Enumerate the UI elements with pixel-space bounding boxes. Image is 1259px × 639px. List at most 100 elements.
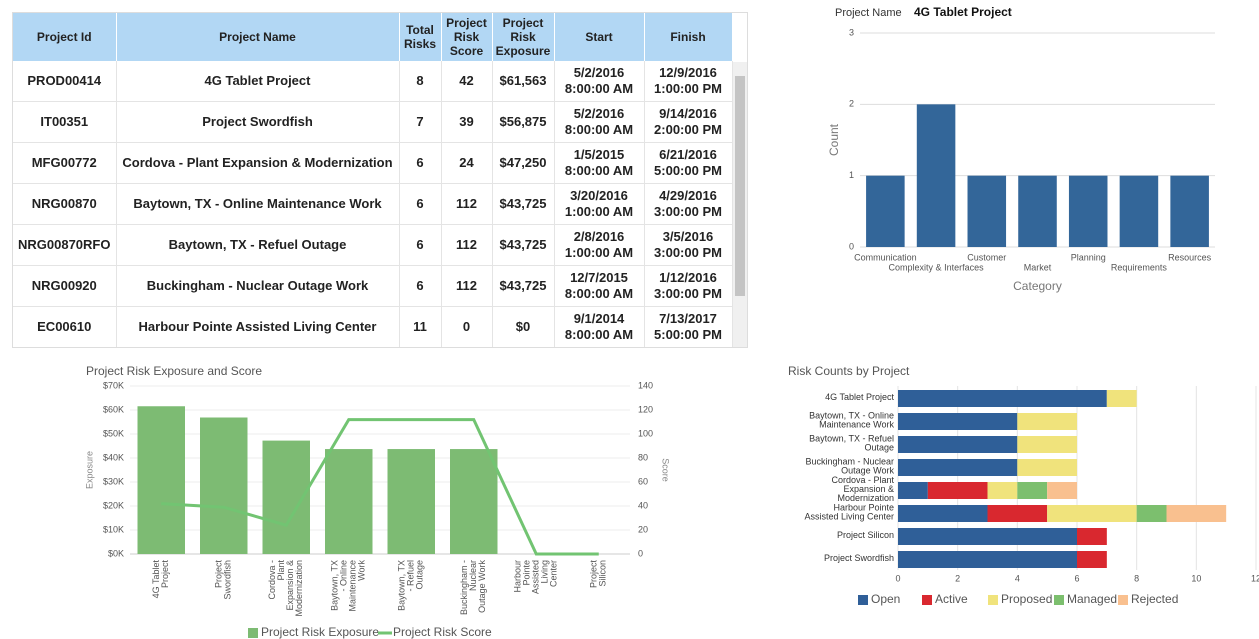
table-row: NRG00870RFO Baytown, TX - Refuel Outage 6 1…: [13, 224, 733, 266]
table-body: PROD00414 4G Tablet Project 8 42 $61,563 5/2/…: [13, 61, 733, 347]
column-header: Finish: [644, 13, 733, 61]
x-tick-label: 6: [1074, 573, 1079, 583]
y-tick-label: 2: [849, 99, 854, 109]
line: [161, 418, 599, 556]
table-cell: 8: [399, 61, 442, 102]
x-axis-label: Category: [1013, 279, 1062, 293]
table-cell: 9/1/2014 8:00:00 AM: [554, 306, 645, 347]
scrollbar[interactable]: [733, 62, 747, 347]
y-tick-label: Cordova - Plant Expansion & Modernization: [831, 475, 894, 503]
y-tick-label: $40K: [103, 452, 124, 462]
bar-segment: [1166, 505, 1227, 522]
table-cell: $0: [492, 306, 555, 347]
y-axis-label: Count: [827, 123, 841, 156]
bar-segment: [1017, 482, 1048, 499]
table-cell: Cordova - Plant Expansion & Modernizatio…: [116, 142, 400, 184]
y-tick-label: Buckingham - Nuclear Outage Work: [805, 457, 894, 476]
legend-label: Active: [935, 592, 968, 606]
table-cell: Buckingham - Nuclear Outage Work: [116, 265, 400, 307]
y2-tick-label: 100: [638, 428, 653, 438]
y2-tick-label: 40: [638, 500, 648, 510]
y2-tick-label: 0: [638, 548, 643, 558]
table-cell: 1/12/2016 3:00:00 PM: [644, 265, 733, 307]
y-tick-label: $10K: [103, 524, 124, 534]
table-cell: NRG00870: [13, 183, 117, 225]
x-tick-label: Baytown, TX- RefuelOutage: [397, 560, 425, 611]
y2-axis-label: Score: [661, 458, 671, 482]
table-cell: 7: [399, 101, 442, 143]
legend-swatch: [1054, 595, 1064, 605]
table-cell: 3/5/2016 3:00:00 PM: [644, 224, 733, 266]
y-tick-label: 4G Tablet Project: [825, 392, 894, 402]
table-cell: 4G Tablet Project: [116, 61, 400, 102]
table-cell: 4/29/2016 3:00:00 PM: [644, 183, 733, 225]
x-tick-label: 0: [895, 573, 900, 583]
legend-label: Proposed: [1001, 592, 1052, 606]
column-header: Project Risk Score: [441, 13, 493, 61]
table-cell: 6: [399, 142, 442, 184]
legend-swatch: [922, 595, 932, 605]
table-cell: $43,725: [492, 224, 555, 266]
x-tick-label: Customer: [967, 252, 1006, 262]
y-tick-label: $60K: [103, 404, 124, 414]
table-cell: 112: [441, 183, 493, 225]
y-tick-label: $70K: [103, 380, 124, 390]
x-tick-label: 2: [955, 573, 960, 583]
table-cell: 7/13/2017 5:00:00 PM: [644, 306, 733, 347]
table-cell: $43,725: [492, 265, 555, 307]
table-cell: 39: [441, 101, 493, 143]
table-cell: Baytown, TX - Refuel Outage: [116, 224, 400, 266]
table-cell: 5/2/2016 8:00:00 AM: [554, 61, 645, 102]
bar-segment: [1047, 505, 1137, 522]
x-tick-label: Resources: [1168, 252, 1212, 262]
legend-label: Project Risk Score: [393, 625, 492, 639]
legend-swatch: [1118, 595, 1128, 605]
header-row: Project Id Project Name Total Risks Project…: [13, 13, 733, 61]
table-cell: 2/8/2016 1:00:00 AM: [554, 224, 645, 266]
table-cell: 6: [399, 224, 442, 266]
bar: [1018, 175, 1057, 247]
table-cell: NRG00870RFO: [13, 224, 117, 266]
x-tick-label: ProjectSilicon: [589, 560, 608, 589]
table-cell: NRG00920: [13, 265, 117, 307]
table-cell: 12/9/2016 1:00:00 PM: [644, 61, 733, 102]
y-tick-label: Harbour Pointe Assisted Living Center: [804, 503, 894, 522]
y-tick-label: $20K: [103, 500, 124, 510]
table-cell: 1/5/2015 8:00:00 AM: [554, 142, 645, 184]
y2-tick-label: 120: [638, 404, 653, 414]
column-header: Total Risks: [399, 13, 442, 61]
bar-segment: [898, 390, 1107, 407]
table-cell: 6: [399, 183, 442, 225]
table-cell: PROD00414: [13, 61, 117, 102]
table-row: IT00351 Project Swordfish 7 39 $56,875 5/2/20…: [13, 101, 733, 143]
table-cell: 42: [441, 61, 493, 102]
x-tick-label: 10: [1191, 573, 1201, 583]
table-cell: IT00351: [13, 101, 117, 143]
project-table: Project Id Project Name Total Risks Project…: [12, 12, 748, 348]
bar: [1170, 175, 1209, 247]
legend-label: Rejected: [1131, 592, 1178, 606]
x-tick-label: 8: [1134, 573, 1139, 583]
x-tick-label: Baytown, TX- OnlineMaintenanceWork: [330, 560, 367, 612]
bar: [916, 104, 956, 247]
table-cell: Harbour Pointe Assisted Living Center: [116, 306, 400, 347]
bar-segment: [898, 459, 1018, 476]
y2-tick-label: 20: [638, 524, 648, 534]
table-cell: 12/7/2015 8:00:00 AM: [554, 265, 645, 307]
y-tick-label: 1: [849, 170, 854, 180]
y-tick-label: 0: [849, 241, 854, 251]
scroll-thumb[interactable]: [735, 76, 745, 296]
bar-segment: [927, 482, 988, 499]
bar-segment: [1017, 436, 1077, 453]
table-cell: 5/2/2016 8:00:00 AM: [554, 101, 645, 143]
bar-segment: [898, 505, 988, 522]
x-tick-label: ProjectSwordfish: [214, 560, 233, 600]
bar: [1068, 175, 1108, 247]
table-cell: 11: [399, 306, 442, 347]
x-tick-label: Planning: [1071, 252, 1106, 262]
x-tick-label: Buckingham -NuclearOutage Work: [459, 560, 487, 616]
y-tick-label: Project Silicon: [837, 530, 894, 540]
column-header: Project Risk Exposure: [492, 13, 555, 61]
